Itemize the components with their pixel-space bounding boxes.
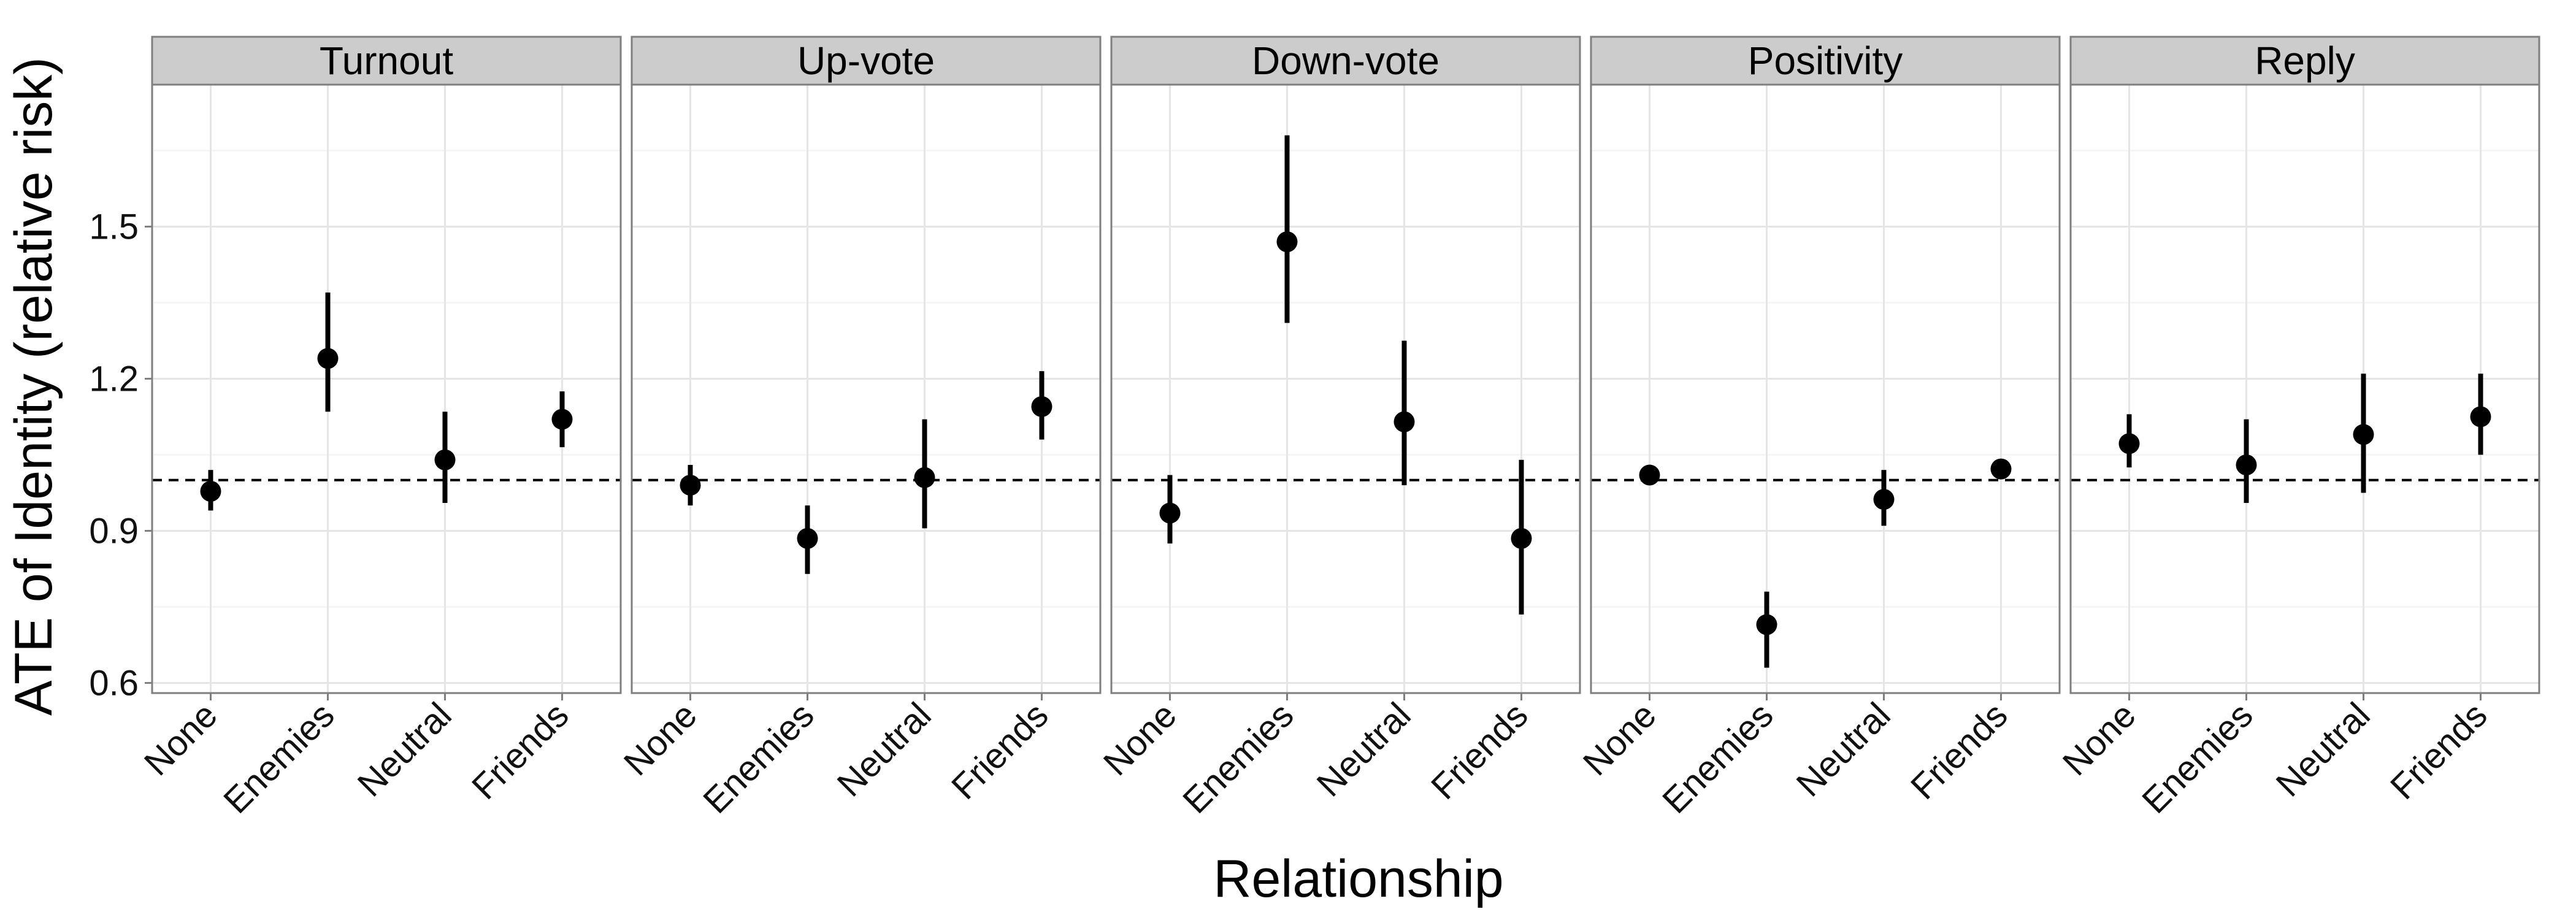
facet-strip-label: Turnout [320,39,453,83]
x-tick-label: Enemies [1175,695,1301,821]
facet-strip-label: Down-vote [1252,39,1439,83]
data-point [2353,424,2374,445]
data-point [317,348,339,369]
y-tick-label: 0.6 [89,663,139,703]
panel-background [152,85,621,693]
data-point [680,475,701,496]
panel-border [1590,83,2061,694]
data-point [434,449,456,470]
data-point [1990,458,2012,480]
data-point [551,408,573,430]
facet-strip-label: Reply [2255,39,2355,83]
x-tick-label: Friends [944,695,1056,807]
facet-strip-label: Positivity [1748,39,1903,83]
x-tick-label: Enemies [696,695,822,821]
x-tick-label: Friends [464,695,577,807]
facet-strip [1590,36,2061,86]
x-tick-label: Neutral [2269,695,2378,804]
y-tick-label: 1.2 [89,359,139,399]
x-tick-label: Enemies [216,695,342,821]
x-tick-label: None [1576,695,1664,783]
panel-background [1591,85,2060,693]
data-point [2470,406,2491,427]
y-axis-title: ATE of Identity (relative risk) [4,57,63,716]
panel-background [2071,85,2539,693]
data-point [1873,489,1895,510]
data-point [1393,411,1415,432]
y-tick-label: 0.9 [89,511,139,551]
panel-border [151,83,622,694]
data-point [914,467,935,488]
data-point [1159,502,1181,524]
facet-strip-label: Up-vote [797,39,935,83]
x-tick-label: Friends [2383,695,2495,807]
y-axis: 0.6 0.9 1.2 1.5 [89,207,152,703]
x-tick-label: Friends [1903,695,2015,807]
x-tick-label: Enemies [1655,695,1781,821]
data-point [2236,454,2257,475]
data-point [200,480,221,502]
facet-strip [151,36,622,86]
data-point [1276,231,1298,253]
x-tick-label: Neutral [1789,695,1898,804]
x-tick-label: Friends [1424,695,1536,807]
data-point [1031,396,1052,417]
x-tick-label: None [616,695,705,783]
x-tick-label: Neutral [1309,695,1419,804]
panel-background [1111,85,1580,693]
panel-background [632,85,1100,693]
x-tick-label: Neutral [350,695,459,804]
data-point [1639,464,1660,486]
data-point [1756,614,1777,635]
panel-border [2069,83,2540,694]
x-tick-label: None [2055,695,2144,783]
panel-border [631,83,1102,694]
x-tick-label: Neutral [830,695,939,804]
x-axis-title: Relationship [1213,849,1503,908]
x-tick-label: Enemies [2134,695,2261,821]
data-point [797,527,818,549]
facet-strip [1110,36,1581,86]
panel-border [1110,83,1581,694]
data-point [1511,527,1532,549]
x-tick-label: None [1096,695,1184,783]
data-point [2118,433,2140,454]
y-tick-label: 1.5 [89,207,139,247]
x-tick-label: None [137,695,225,783]
